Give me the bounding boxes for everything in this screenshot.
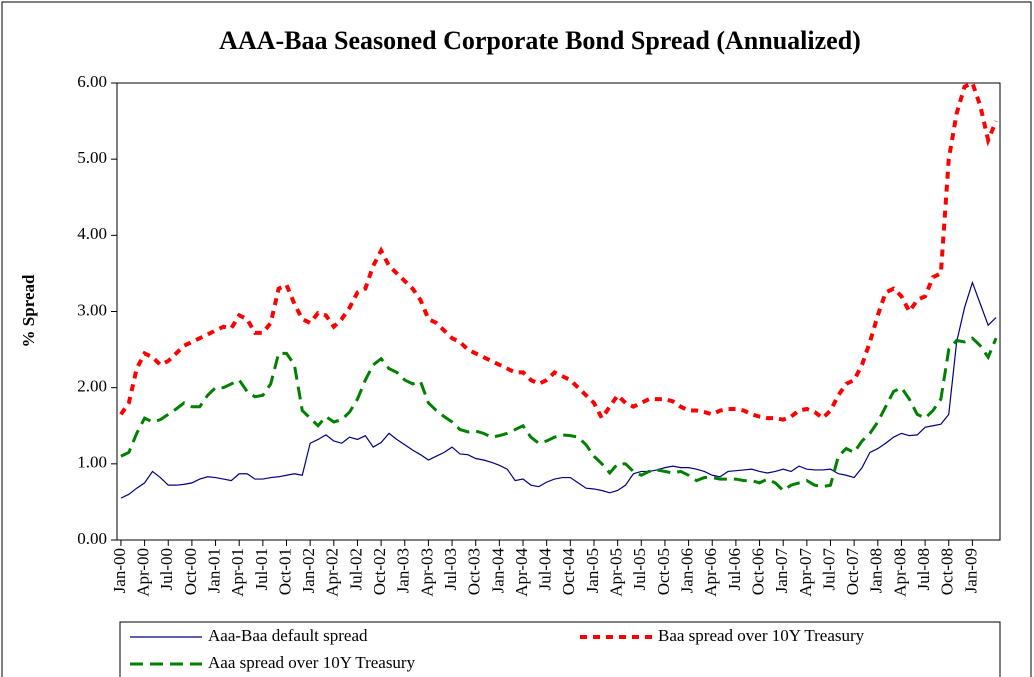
x-tick-label: Oct-06 [748, 548, 767, 595]
x-tick-label: Jan-07 [772, 548, 791, 594]
x-tick-label: Jan-05 [583, 548, 602, 593]
legend-label: Aaa-Baa default spread [208, 626, 368, 645]
x-tick-label: Jan-02 [299, 548, 318, 593]
x-tick-label: Apr-01 [228, 548, 247, 597]
legend-box [119, 621, 1001, 677]
x-tick-label: Jan-09 [961, 548, 980, 593]
x-tick-label: Oct-04 [559, 548, 578, 596]
y-tick-label: 2.00 [77, 377, 107, 396]
y-tick-label: 1.00 [77, 453, 107, 472]
x-tick-label: Jan-08 [867, 548, 886, 593]
series-line [120, 336, 998, 493]
x-tick-label: Jul-06 [725, 548, 744, 591]
x-tick-label: Jan-01 [204, 548, 223, 593]
x-tick-label: Apr-00 [134, 548, 153, 597]
x-tick-label: Apr-06 [701, 548, 720, 597]
y-tick-label: 4.00 [77, 224, 107, 243]
legend-label: Aaa spread over 10Y Treasury [208, 653, 416, 672]
x-tick-label: Oct-02 [370, 548, 389, 595]
x-tick-label: Oct-03 [465, 548, 484, 595]
x-tick-label: Apr-02 [323, 548, 342, 597]
x-tick-label: Jan-03 [394, 548, 413, 593]
chart-title: AAA-Baa Seasoned Corporate Bond Spread (… [219, 26, 861, 55]
y-tick-label: 0.00 [77, 529, 107, 548]
x-tick-label: Oct-07 [843, 548, 862, 596]
x-tick-label: Oct-00 [181, 548, 200, 595]
x-tick-label: Jan-00 [110, 548, 129, 593]
x-tick-label: Oct-05 [654, 548, 673, 595]
x-tick-label: Jul-01 [252, 548, 271, 591]
legend-label: Baa spread over 10Y Treasury [658, 626, 865, 645]
series-line [120, 280, 997, 499]
y-tick-label: 3.00 [77, 300, 107, 319]
y-axis-label: % Spread [19, 274, 38, 347]
y-tick-label: 5.00 [77, 148, 107, 167]
x-tick-label: Oct-08 [938, 548, 957, 595]
x-tick-label: Apr-05 [607, 548, 626, 597]
x-tick-label: Apr-07 [796, 548, 815, 597]
x-tick-label: Jul-03 [441, 548, 460, 591]
x-tick-label: Jul-00 [157, 548, 176, 591]
x-tick-label: Oct-01 [275, 548, 294, 595]
x-tick-label: Apr-08 [890, 548, 909, 597]
x-tick-label: Jan-04 [488, 548, 507, 594]
x-tick-label: Jul-07 [819, 548, 838, 591]
x-tick-label: Jul-05 [630, 548, 649, 591]
x-tick-label: Apr-04 [512, 548, 531, 597]
y-tick-label: 6.00 [77, 72, 107, 91]
x-tick-label: Jul-04 [536, 548, 555, 591]
x-tick-label: Apr-03 [417, 548, 436, 597]
x-tick-label: Jan-06 [677, 548, 696, 593]
x-tick-label: Jul-08 [914, 548, 933, 591]
x-tick-label: Jul-02 [346, 548, 365, 591]
series-line [119, 80, 998, 423]
